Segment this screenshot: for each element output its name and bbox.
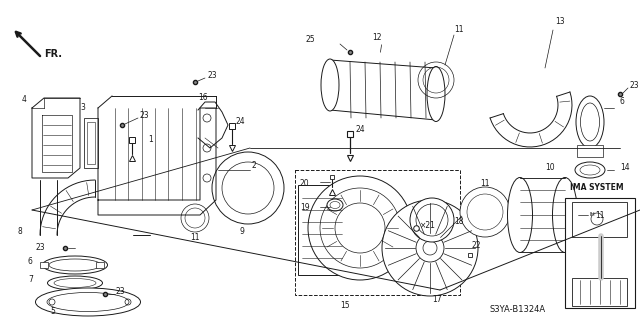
Bar <box>577 145 603 157</box>
Text: ×21: ×21 <box>420 220 436 229</box>
Circle shape <box>410 198 454 242</box>
Text: 11: 11 <box>190 234 200 242</box>
Text: 23: 23 <box>140 112 150 121</box>
Circle shape <box>423 241 437 255</box>
Text: 16: 16 <box>198 93 207 101</box>
Text: 6: 6 <box>620 98 625 107</box>
Text: 7: 7 <box>28 276 33 285</box>
Text: 2: 2 <box>252 160 257 169</box>
Text: FR.: FR. <box>44 49 62 59</box>
Text: 12: 12 <box>372 33 381 42</box>
Text: 8: 8 <box>18 227 23 236</box>
Text: 9: 9 <box>240 227 245 236</box>
Circle shape <box>203 144 211 152</box>
Text: 5: 5 <box>50 308 55 316</box>
Bar <box>87 122 95 164</box>
Ellipse shape <box>42 256 108 274</box>
Text: 23: 23 <box>207 71 216 80</box>
Bar <box>572 202 627 237</box>
Bar <box>96 262 104 268</box>
Circle shape <box>460 187 510 237</box>
Bar <box>295 170 460 295</box>
Bar <box>84 118 98 168</box>
Ellipse shape <box>427 66 445 122</box>
Ellipse shape <box>575 162 605 178</box>
Text: 14: 14 <box>620 164 630 173</box>
Polygon shape <box>330 60 436 120</box>
Circle shape <box>203 174 211 182</box>
Text: 4: 4 <box>22 95 27 105</box>
Ellipse shape <box>35 288 141 316</box>
Circle shape <box>308 176 412 280</box>
Text: 24: 24 <box>236 117 246 127</box>
Text: 11: 11 <box>480 179 490 188</box>
Text: 13: 13 <box>555 18 564 26</box>
Text: 20: 20 <box>300 179 310 188</box>
Text: 24: 24 <box>356 125 365 135</box>
Circle shape <box>212 152 284 224</box>
Text: 23: 23 <box>630 81 639 91</box>
Bar <box>40 262 48 268</box>
Bar <box>298 185 346 275</box>
Ellipse shape <box>321 59 339 111</box>
Text: 10: 10 <box>545 164 555 173</box>
Ellipse shape <box>576 96 604 148</box>
Circle shape <box>382 200 478 296</box>
Text: S3YA-B1324A: S3YA-B1324A <box>490 306 546 315</box>
Ellipse shape <box>552 177 577 253</box>
Text: 23: 23 <box>116 287 125 296</box>
Text: 3: 3 <box>80 102 85 112</box>
Text: 19: 19 <box>300 203 310 211</box>
Text: 18: 18 <box>454 218 463 226</box>
Text: 6: 6 <box>28 257 33 266</box>
Bar <box>572 278 627 306</box>
Circle shape <box>181 204 209 232</box>
Text: 25: 25 <box>305 35 315 44</box>
Text: 15: 15 <box>340 300 349 309</box>
Text: 11: 11 <box>454 26 463 34</box>
Text: 23: 23 <box>36 243 45 253</box>
Circle shape <box>416 234 444 262</box>
Text: IH: IH <box>590 211 596 217</box>
Ellipse shape <box>47 276 102 290</box>
Ellipse shape <box>327 199 343 211</box>
Ellipse shape <box>508 177 532 253</box>
Text: IMA SYSTEM: IMA SYSTEM <box>570 183 623 192</box>
Circle shape <box>203 114 211 122</box>
Text: 1: 1 <box>148 136 153 145</box>
Text: 17: 17 <box>432 295 442 305</box>
Text: 22: 22 <box>472 241 481 249</box>
Bar <box>565 198 635 308</box>
Text: 11: 11 <box>595 211 605 219</box>
